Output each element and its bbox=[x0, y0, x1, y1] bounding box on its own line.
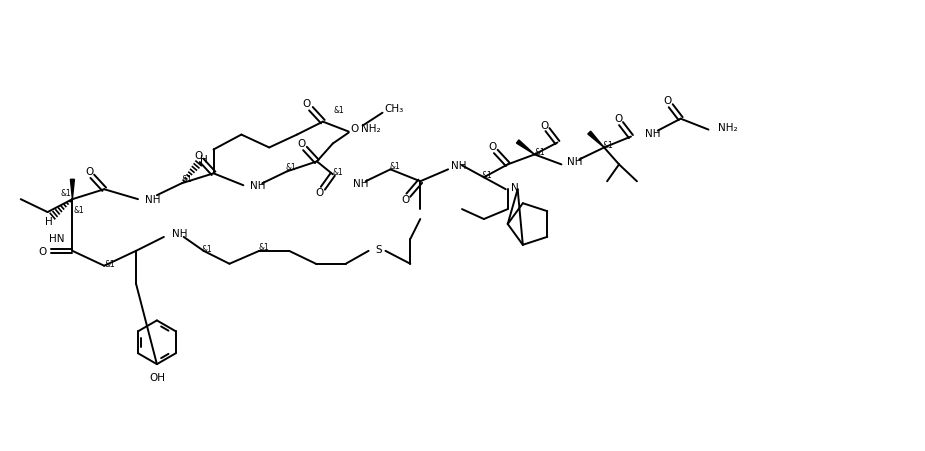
Text: NH: NH bbox=[352, 179, 368, 189]
Text: O: O bbox=[614, 113, 623, 124]
Text: NH: NH bbox=[567, 157, 583, 167]
Text: O: O bbox=[401, 195, 410, 205]
Text: NH: NH bbox=[172, 229, 187, 239]
Text: &1: &1 bbox=[60, 188, 71, 197]
Text: &1: &1 bbox=[202, 245, 212, 254]
Text: O: O bbox=[298, 138, 306, 148]
Text: &1: &1 bbox=[259, 243, 269, 252]
Text: &1: &1 bbox=[389, 161, 400, 170]
Text: CH₃: CH₃ bbox=[385, 103, 404, 114]
Text: &1: &1 bbox=[105, 260, 116, 269]
Text: O: O bbox=[351, 123, 359, 133]
Text: &1: &1 bbox=[333, 106, 344, 115]
Text: &1: &1 bbox=[482, 170, 492, 179]
Text: &1: &1 bbox=[286, 162, 296, 171]
Polygon shape bbox=[516, 141, 535, 155]
Text: O: O bbox=[194, 151, 203, 161]
Text: NH: NH bbox=[251, 181, 265, 191]
Text: H: H bbox=[44, 216, 53, 226]
Text: &1: &1 bbox=[74, 205, 85, 214]
Text: NH: NH bbox=[645, 128, 660, 138]
Text: O: O bbox=[663, 96, 672, 106]
Text: O: O bbox=[39, 246, 47, 256]
Text: O: O bbox=[540, 120, 549, 130]
Text: O: O bbox=[302, 98, 311, 109]
Text: HN: HN bbox=[49, 234, 65, 244]
Polygon shape bbox=[70, 180, 74, 200]
Text: N: N bbox=[511, 183, 518, 193]
Polygon shape bbox=[587, 132, 604, 148]
Text: &1: &1 bbox=[332, 167, 343, 176]
Text: &1: &1 bbox=[534, 147, 545, 156]
Text: O: O bbox=[85, 167, 93, 177]
Text: O: O bbox=[488, 142, 497, 152]
Text: H: H bbox=[200, 155, 207, 165]
Text: &1: &1 bbox=[181, 175, 192, 184]
Text: S: S bbox=[376, 244, 382, 254]
Text: NH₂: NH₂ bbox=[361, 123, 380, 133]
Text: NH: NH bbox=[451, 161, 466, 171]
Text: OH: OH bbox=[149, 372, 165, 382]
Text: NH₂: NH₂ bbox=[719, 122, 738, 132]
Text: NH: NH bbox=[145, 195, 160, 205]
Text: O: O bbox=[315, 188, 324, 198]
Text: &1: &1 bbox=[603, 141, 613, 150]
